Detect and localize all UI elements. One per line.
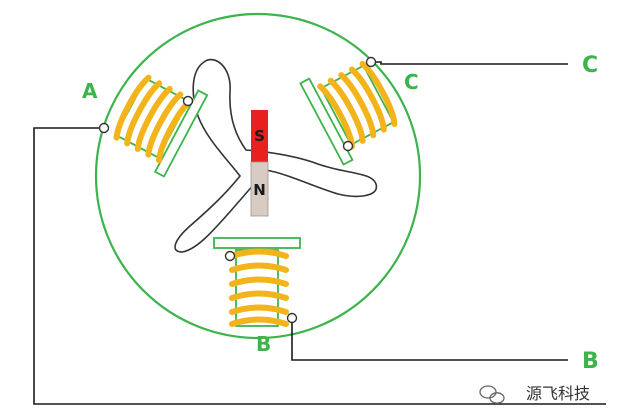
magnet-north-label: N bbox=[253, 181, 266, 199]
stator-ring bbox=[94, 12, 422, 340]
coil-a-winding bbox=[113, 74, 194, 164]
magnet-south bbox=[251, 110, 268, 162]
coil-c bbox=[299, 60, 398, 166]
terminal-b-inner-dot bbox=[224, 250, 236, 262]
terminal-a-dot bbox=[98, 122, 110, 134]
wire-a bbox=[33, 127, 606, 405]
terminal-c-inner-dot bbox=[342, 140, 354, 152]
coil-b-label: B bbox=[256, 332, 271, 356]
terminal-b-label: B bbox=[582, 349, 599, 374]
magnet-south-label: S bbox=[254, 127, 265, 145]
terminal-a-inner-dot bbox=[182, 95, 194, 107]
terminal-c-dot bbox=[365, 56, 377, 68]
coil-a-pole-shoe bbox=[153, 89, 209, 178]
coil-b-winding bbox=[229, 248, 289, 327]
terminal-c-label: C bbox=[582, 53, 598, 78]
wire-c bbox=[371, 61, 568, 65]
watermark-text: 源飞科技 bbox=[526, 384, 590, 403]
coil-c-label: C bbox=[404, 70, 419, 94]
coil-c-winding bbox=[317, 60, 398, 150]
coil-a-label: A bbox=[82, 79, 98, 103]
coil-b-core bbox=[235, 249, 279, 327]
bar-magnet: S N bbox=[250, 110, 269, 217]
coil-b-pole-shoe bbox=[213, 237, 301, 249]
wire-b bbox=[291, 320, 568, 361]
terminal-b-dot bbox=[286, 312, 298, 324]
magnet-north bbox=[250, 161, 269, 217]
coil-b bbox=[213, 237, 301, 327]
wechat-icon bbox=[479, 385, 505, 404]
coil-a bbox=[113, 74, 209, 178]
coil-c-pole-shoe bbox=[299, 77, 354, 166]
watermark: 源飞科技 bbox=[479, 384, 590, 404]
